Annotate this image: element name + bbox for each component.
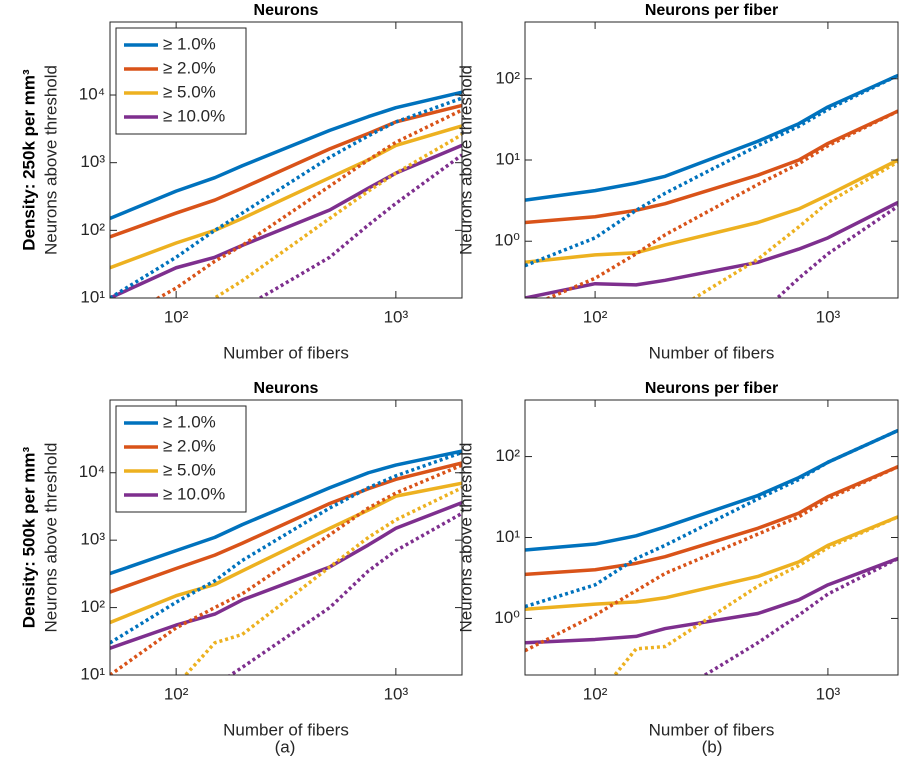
y-tick-label: 10¹ bbox=[495, 149, 520, 168]
series-line bbox=[612, 515, 898, 675]
series-line bbox=[525, 73, 898, 268]
x-tick-label: 10² bbox=[164, 307, 189, 326]
y-axis-label: Neurons above threshold bbox=[456, 65, 475, 255]
x-tick-label: 10² bbox=[583, 684, 608, 703]
y-tick-label: 10³ bbox=[80, 530, 105, 549]
y-tick-label: 10² bbox=[495, 68, 520, 87]
series-line bbox=[525, 465, 898, 577]
y-tick-label: 10² bbox=[80, 597, 105, 616]
series-line bbox=[525, 109, 898, 225]
y-axis-label: Neurons above threshold bbox=[41, 65, 60, 255]
series-line bbox=[110, 450, 462, 645]
chart-title: Neurons per fiber bbox=[645, 380, 778, 397]
y-tick-label: 10² bbox=[495, 446, 520, 465]
x-tick-label: 10² bbox=[583, 307, 608, 326]
plot-lines bbox=[525, 428, 898, 675]
series-line bbox=[525, 556, 898, 645]
series-line bbox=[183, 486, 462, 675]
y-tick-label: 10¹ bbox=[80, 664, 105, 683]
chart-title: Neurons bbox=[254, 380, 319, 397]
legend-label: ≥ 10.0% bbox=[163, 484, 225, 503]
x-tick-label: 10³ bbox=[384, 684, 409, 703]
x-tick-label: 10³ bbox=[816, 307, 841, 326]
series-line bbox=[110, 449, 462, 576]
y-tick-label: 10¹ bbox=[495, 527, 520, 546]
series-line bbox=[110, 90, 462, 221]
series-line bbox=[525, 428, 898, 609]
x-axis-label: Number of fibers bbox=[649, 343, 775, 362]
y-tick-label: 10⁰ bbox=[494, 608, 520, 627]
plot-lines bbox=[110, 90, 462, 298]
chart-title: Neurons bbox=[254, 2, 319, 19]
legend-label: ≥ 1.0% bbox=[163, 412, 216, 431]
row-label: Density: 250k per mm³ bbox=[19, 69, 38, 251]
legend-label: ≥ 1.0% bbox=[163, 34, 216, 53]
x-axis-label: Number of fibers bbox=[649, 720, 775, 739]
y-tick-label: 10⁴ bbox=[79, 462, 105, 481]
series-line bbox=[256, 153, 462, 298]
series-line bbox=[110, 124, 462, 270]
series-line bbox=[110, 501, 462, 650]
axes-box bbox=[109, 399, 463, 676]
legend-label: ≥ 2.0% bbox=[163, 436, 216, 455]
series-line bbox=[110, 461, 462, 594]
series-line bbox=[525, 158, 898, 265]
chart-title: Neurons per fiber bbox=[645, 2, 778, 19]
series-line bbox=[110, 481, 462, 625]
plot-area bbox=[525, 400, 898, 675]
y-tick-label: 10³ bbox=[80, 152, 105, 171]
x-tick-label: 10² bbox=[164, 684, 189, 703]
series-line bbox=[701, 556, 898, 675]
series-line bbox=[525, 515, 898, 611]
plot-lines bbox=[110, 449, 462, 675]
x-axis-label: Number of fibers bbox=[223, 343, 349, 362]
legend-label: ≥ 5.0% bbox=[163, 460, 216, 479]
x-tick-label: 10³ bbox=[816, 684, 841, 703]
x-tick-label: 10³ bbox=[384, 307, 409, 326]
row-label: Density: 500k per mm³ bbox=[19, 446, 38, 628]
series-line bbox=[227, 511, 462, 675]
plot-lines bbox=[525, 73, 898, 298]
x-axis-label: Number of fibers bbox=[223, 720, 349, 739]
series-line bbox=[110, 96, 462, 298]
y-tick-label: 10⁰ bbox=[494, 231, 520, 250]
panel-label: (a) bbox=[275, 737, 296, 756]
series-line bbox=[544, 109, 898, 298]
y-tick-label: 10¹ bbox=[80, 287, 105, 306]
axes-box bbox=[109, 21, 463, 299]
legend-label: ≥ 5.0% bbox=[163, 82, 216, 101]
series-line bbox=[211, 133, 462, 298]
panel-label: (b) bbox=[702, 737, 723, 756]
series-line bbox=[525, 465, 898, 653]
legend-label: ≥ 10.0% bbox=[163, 106, 225, 125]
y-axis-label: Neurons above threshold bbox=[456, 443, 475, 633]
y-axis-label: Neurons above threshold bbox=[41, 443, 60, 633]
legend-label: ≥ 2.0% bbox=[163, 58, 216, 77]
series-line bbox=[110, 143, 462, 298]
y-tick-label: 10² bbox=[80, 220, 105, 239]
series-line bbox=[525, 73, 898, 202]
y-tick-label: 10⁴ bbox=[79, 85, 105, 104]
series-line bbox=[525, 200, 898, 298]
